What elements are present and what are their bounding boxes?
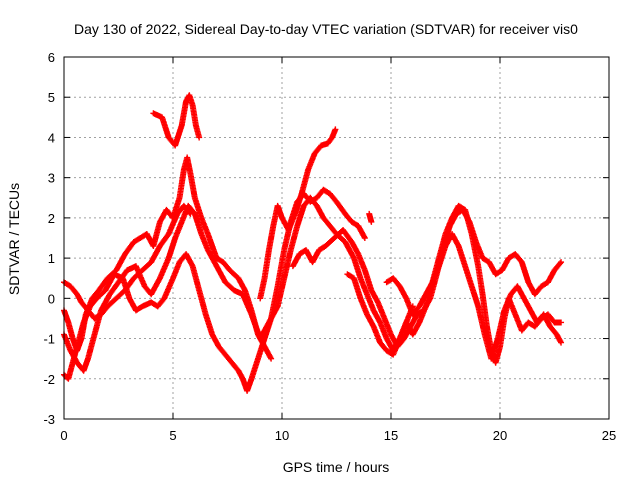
series-track-j bbox=[366, 210, 375, 225]
x-tick-label: 25 bbox=[602, 428, 616, 443]
x-tick-label: 5 bbox=[169, 428, 176, 443]
series-track-f bbox=[257, 126, 339, 302]
plus-markers bbox=[150, 92, 203, 149]
y-tick-label: 0 bbox=[48, 291, 55, 306]
y-tick-label: -3 bbox=[43, 412, 55, 427]
x-tick-label: 20 bbox=[493, 428, 507, 443]
series-track-a bbox=[150, 92, 203, 149]
y-tick-label: 2 bbox=[48, 211, 55, 226]
tick-labels: 0 5 10 15 20 25 -3 -2 -1 0 1 2 3 4 5 6 bbox=[43, 50, 616, 443]
x-tick-label: 10 bbox=[275, 428, 289, 443]
y-tick-label: -2 bbox=[43, 372, 55, 387]
plus-markers bbox=[257, 126, 339, 302]
x-tick-label: 15 bbox=[384, 428, 398, 443]
y-tick-label: 3 bbox=[48, 171, 55, 186]
data-marks bbox=[61, 92, 565, 394]
y-tick-label: 4 bbox=[48, 130, 55, 145]
y-axis-label: SDTVAR / TECUs bbox=[6, 183, 22, 295]
y-tick-label: 6 bbox=[48, 50, 55, 65]
y-tick-label: -1 bbox=[43, 332, 55, 347]
chart-title: Day 130 of 2022, Sidereal Day-to-day VTE… bbox=[74, 21, 578, 37]
plus-markers bbox=[383, 230, 565, 362]
plus-markers bbox=[366, 210, 375, 225]
y-tick-label: 1 bbox=[48, 251, 55, 266]
y-tick-label: 5 bbox=[48, 90, 55, 105]
x-tick-label: 0 bbox=[60, 428, 67, 443]
series-track-i bbox=[383, 230, 565, 362]
x-axis-label: GPS time / hours bbox=[283, 459, 390, 475]
plot-frame bbox=[63, 56, 610, 420]
